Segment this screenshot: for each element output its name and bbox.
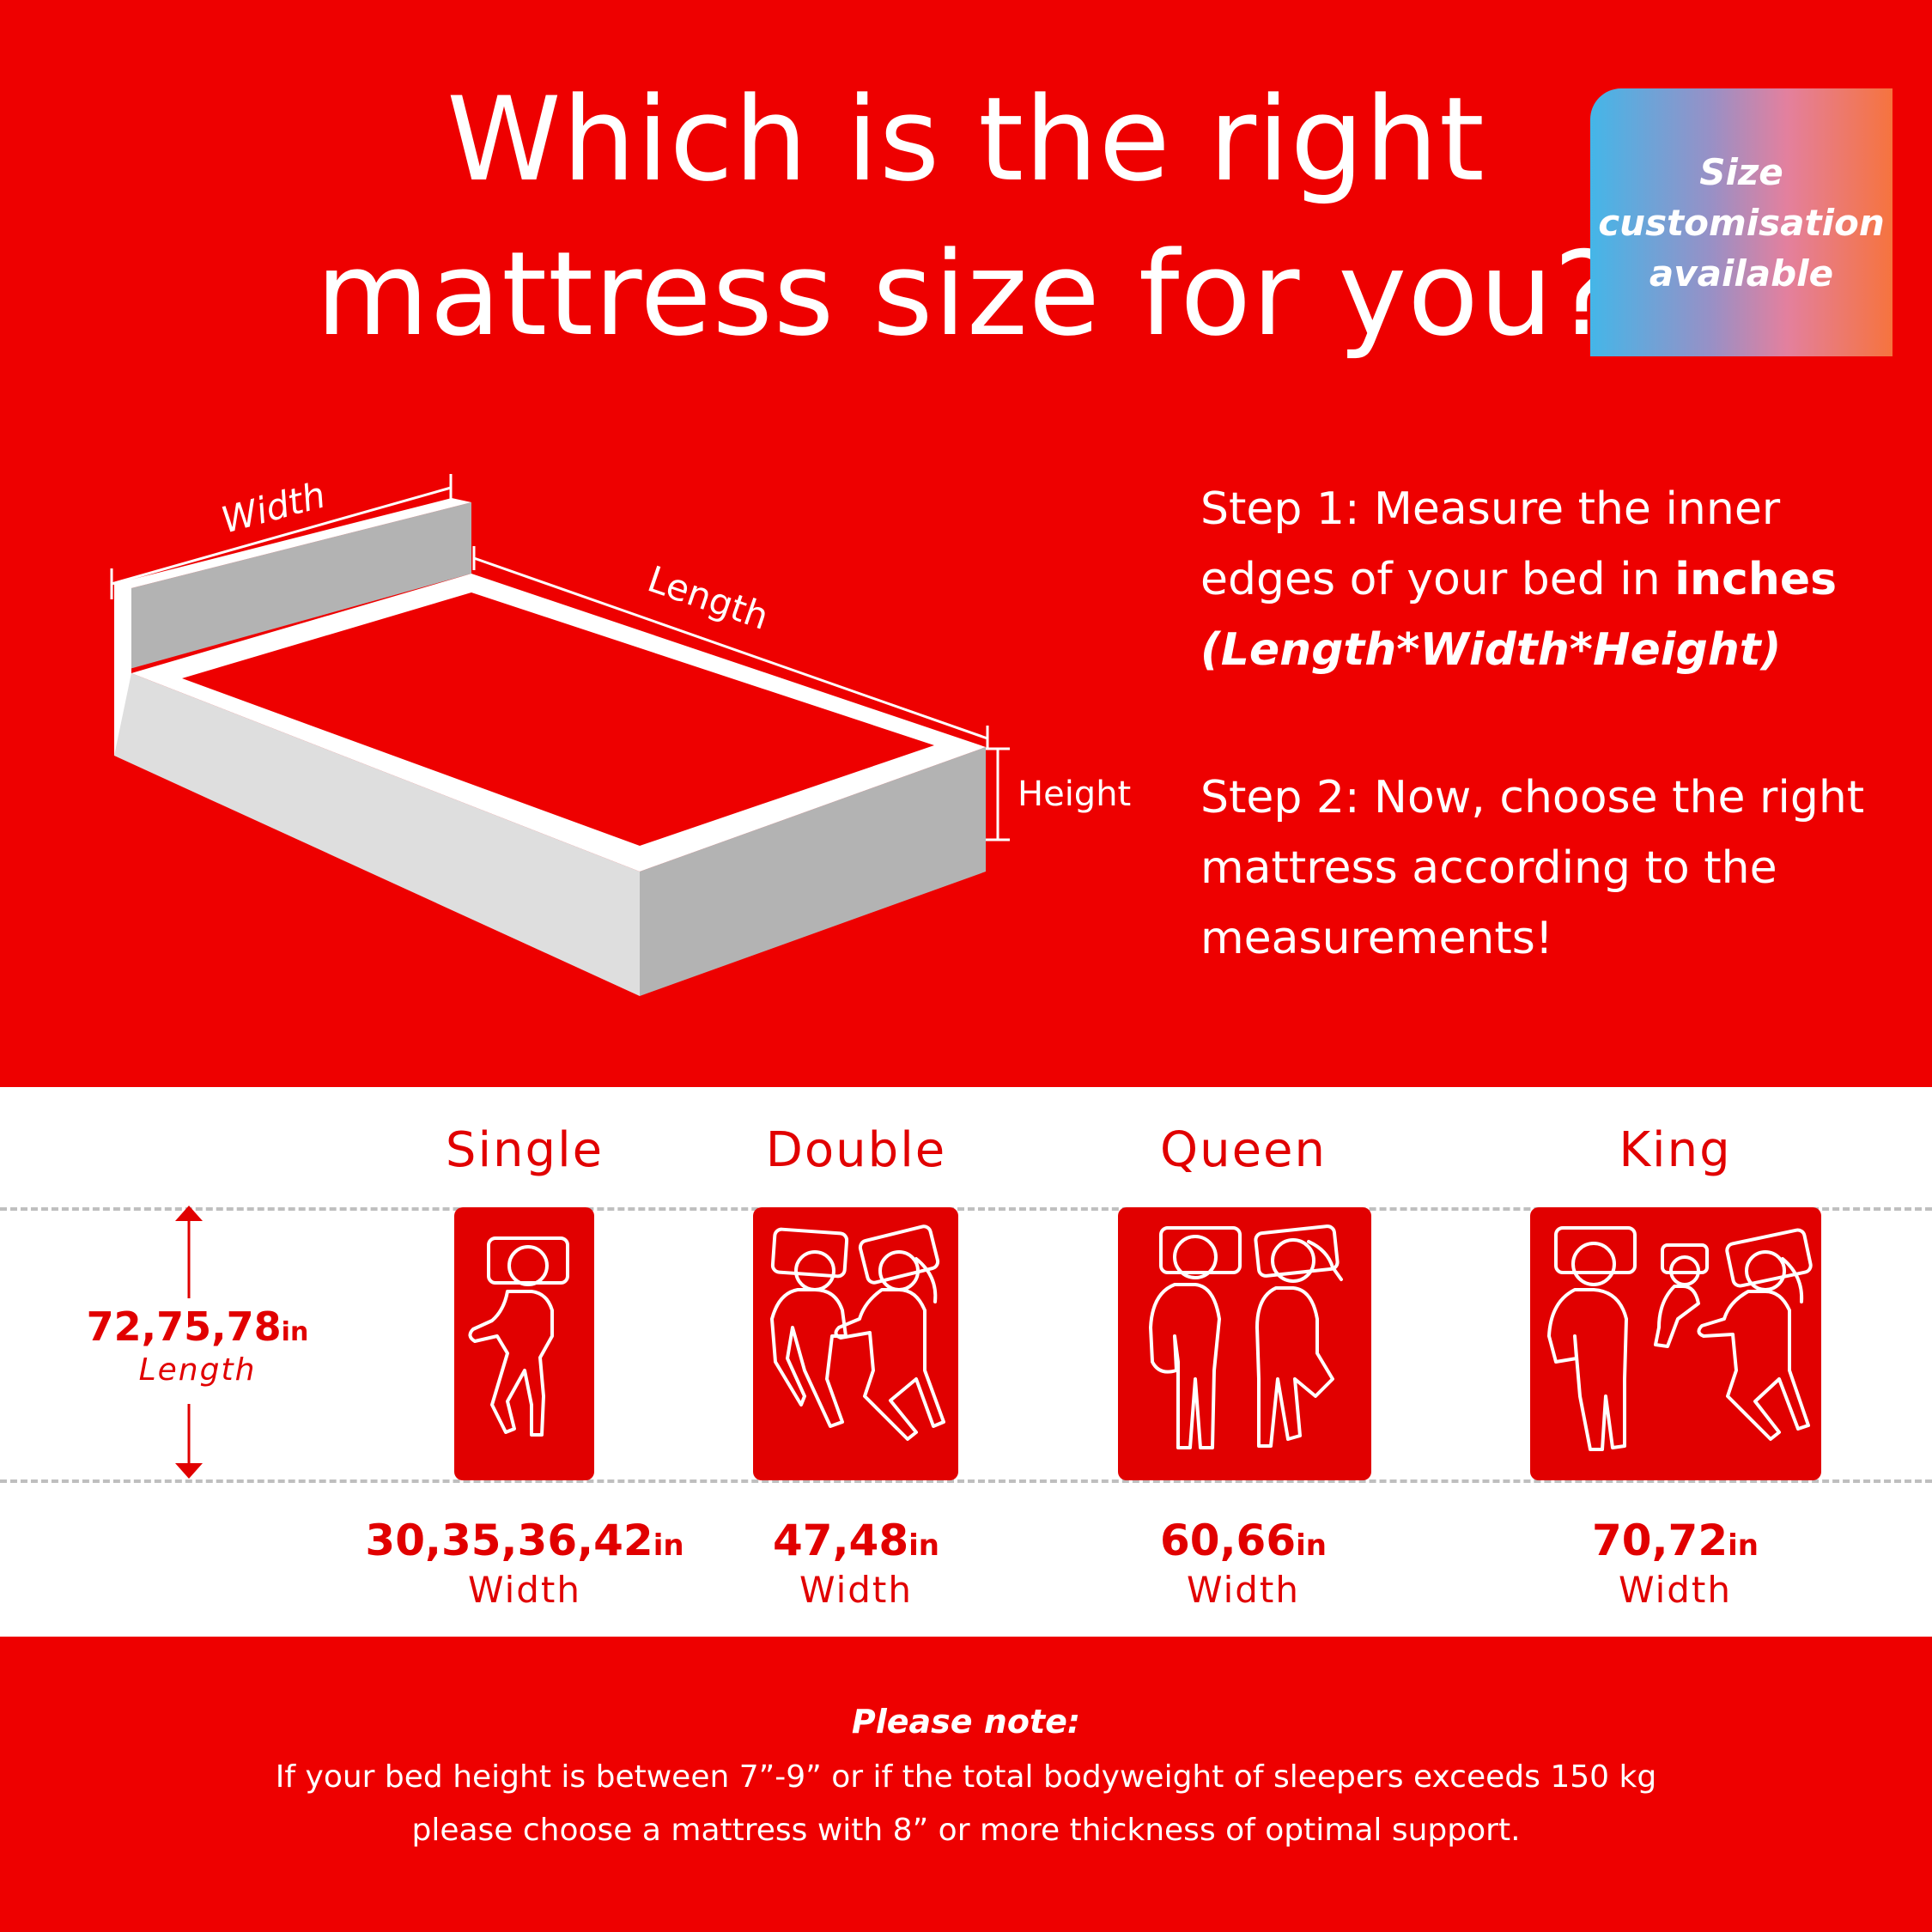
double-width-values: 47,48in: [667, 1513, 1045, 1573]
note-line-2: please choose a mattress with 8” or more…: [411, 1813, 1521, 1848]
king-width-unit: in: [1728, 1528, 1759, 1563]
length-measure-line: [473, 556, 988, 740]
length-values: 72,75,78in: [69, 1301, 326, 1358]
single-widths: 30,35,36,42: [365, 1516, 653, 1565]
size-name-double: Double: [765, 1122, 947, 1178]
size-name-queen: Queen: [1160, 1122, 1327, 1178]
queen-width-values: 60,66in: [1054, 1513, 1432, 1573]
page-title-line-1: Which is the right: [447, 72, 1485, 207]
single-mattress: [454, 1207, 594, 1480]
step-1-formula: (Length*Width*Height): [1200, 624, 1782, 676]
bed-base-right: [640, 747, 986, 996]
step-2-line-2: mattress according to the: [1200, 842, 1777, 894]
length-label: Length: [642, 558, 774, 638]
king-width-label: Width: [1618, 1569, 1733, 1611]
step-1-mid: edges of your bed in: [1200, 554, 1675, 605]
single-sleeper-icon: [468, 1236, 569, 1437]
width-label: Width: [217, 473, 330, 541]
double-width-unit: in: [908, 1528, 939, 1563]
single-width-values: 30,35,36,42in: [336, 1513, 714, 1573]
length-numbers: 72,75,78: [86, 1303, 282, 1350]
king-mattress: [1530, 1207, 1821, 1480]
badge-line-1: Size: [1699, 150, 1783, 193]
queen-width-unit: in: [1296, 1528, 1327, 1563]
length-caption: Length: [138, 1352, 257, 1388]
step-1-units: inches: [1674, 554, 1838, 605]
step-2-line-3: measurements!: [1200, 913, 1553, 964]
length-arrow-icon: [175, 1206, 203, 1479]
size-name-king: King: [1619, 1122, 1732, 1178]
queen-widths: 60,66: [1159, 1516, 1297, 1565]
headboard-face: [114, 502, 471, 673]
bed-frame-diagram: Width Length Height: [110, 473, 1131, 996]
bed-base-left: [114, 673, 640, 996]
king-width-values: 70,72in: [1486, 1513, 1864, 1573]
double-width-label: Width: [799, 1569, 914, 1611]
queen-mattress: [1118, 1207, 1371, 1480]
badge-line-2: customisation: [1598, 201, 1885, 244]
double-mattress: [753, 1207, 958, 1480]
length-guide-bottom: [0, 1479, 1932, 1483]
king-widths: 70,72: [1591, 1516, 1728, 1565]
note-title: Please note:: [851, 1703, 1081, 1741]
note-line-1: If your bed height is between 7”-9” or i…: [275, 1759, 1657, 1795]
step-1-line-2: edges of your bed in inches: [1200, 544, 1905, 615]
step-1-line-1: Step 1: Measure the inner: [1200, 483, 1781, 535]
headboard-top: [114, 498, 471, 592]
couple-sleepers-icon: [770, 1224, 945, 1441]
double-widths: 47,48: [772, 1516, 909, 1565]
bed-inner-area: [182, 592, 934, 846]
page-title-line-2: mattress size for you?: [315, 227, 1617, 361]
family-sleepers-icon: [1547, 1226, 1813, 1451]
size-customisation-badge: Size customisation available: [1590, 88, 1893, 356]
length-guide-top: [0, 1207, 1932, 1211]
step-2-line-1: Step 2: Now, choose the right: [1200, 772, 1865, 823]
step-1-text: Step 1: Measure the inner edges of your …: [1200, 474, 1905, 685]
single-width-unit: in: [653, 1528, 684, 1563]
single-width-label: Width: [467, 1569, 582, 1611]
couple-sleepers-icon: [1149, 1224, 1343, 1449]
queen-width-label: Width: [1186, 1569, 1301, 1611]
size-name-single: Single: [445, 1122, 605, 1178]
step-2-text: Step 2: Now, choose the right mattress a…: [1200, 762, 1905, 974]
height-label: Height: [1018, 775, 1131, 814]
badge-line-3: available: [1649, 252, 1834, 295]
length-unit: in: [281, 1317, 309, 1347]
width-measure-line: [111, 486, 452, 586]
